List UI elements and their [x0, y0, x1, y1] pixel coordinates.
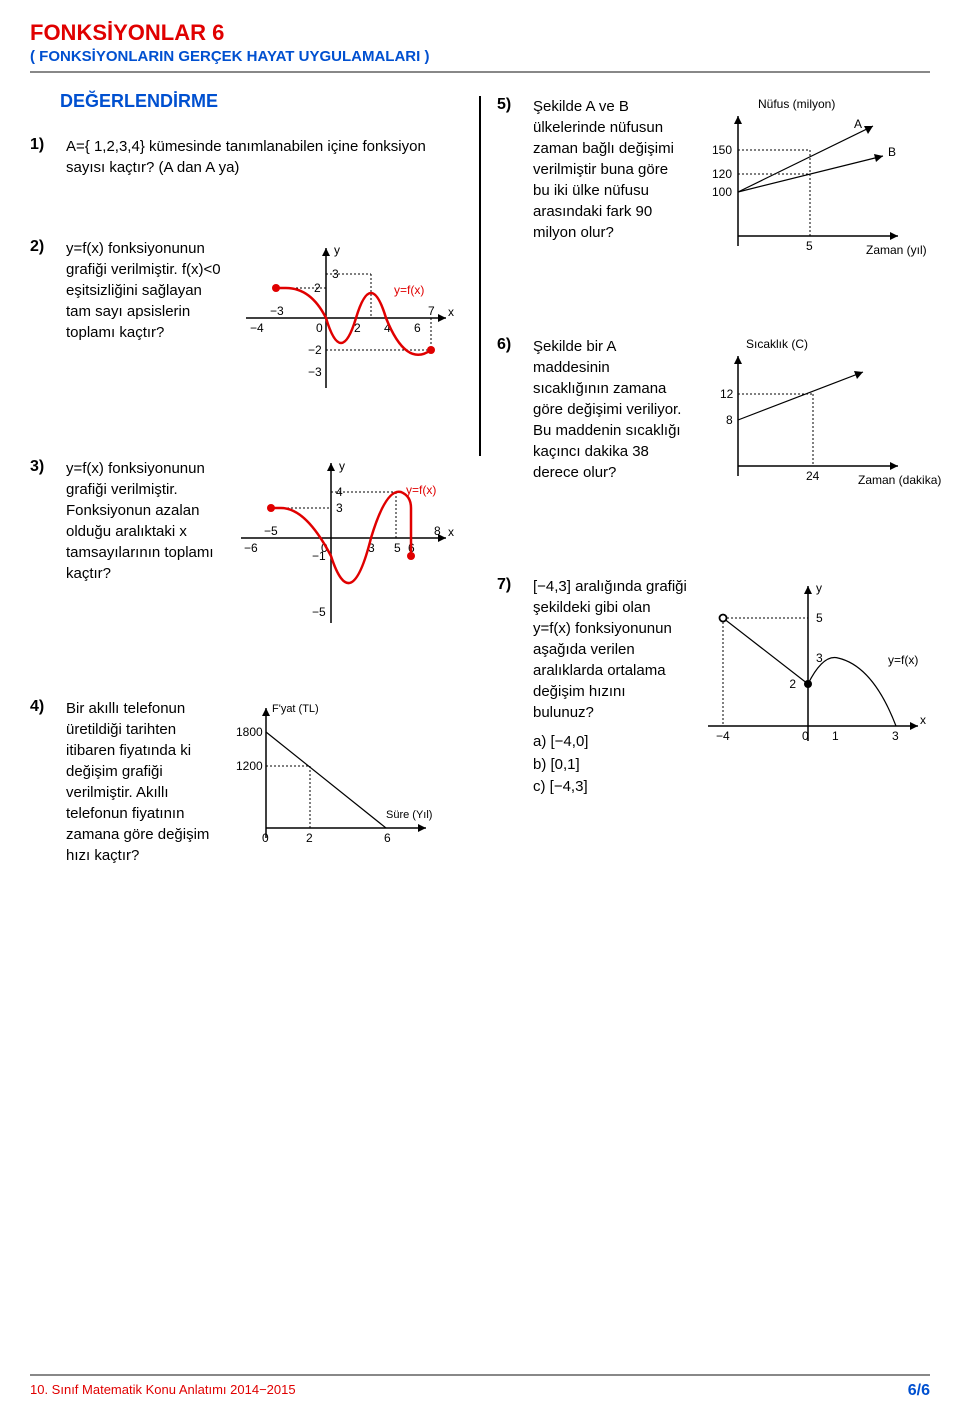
- q5-ytick: 150: [712, 143, 732, 157]
- q6-y-axis-label: Sıcaklık (C): [746, 337, 808, 351]
- q4-xtick: 2: [306, 831, 313, 845]
- q2-xtick: 0: [316, 321, 323, 335]
- q4-xtick: 6: [384, 831, 391, 845]
- q7-ytick: 5: [816, 611, 823, 625]
- q7-sub-b: b) [0,1]: [533, 754, 688, 777]
- q7-xtick: 1: [832, 729, 839, 743]
- q2-xtick: −3: [270, 304, 284, 318]
- q5-y-axis-label: Nüfus (milyon): [758, 97, 835, 111]
- question-7: 7) [−4,3] aralığında grafiği şekildeki g…: [497, 576, 930, 799]
- question-5: 5) Şekilde A ve B ülkelerinde nüfusun za…: [497, 96, 930, 266]
- q2-ytick: −2: [308, 343, 322, 357]
- q6-text: Şekilde bir A maddesinin sıcaklığının za…: [533, 336, 688, 483]
- q3-xtick: 5: [394, 541, 401, 555]
- q7-xtick: 3: [892, 729, 899, 743]
- q3-number: 3): [30, 458, 60, 476]
- q7-fn-label: y=f(x): [888, 653, 918, 667]
- q5-x-axis-label: Zaman (yıl): [866, 243, 927, 257]
- q7-xtick: −4: [716, 729, 730, 743]
- q6-chart: Sıcaklık (C) 12 8 24 Zaman (dakika): [698, 336, 908, 496]
- q6-x-axis-label: Zaman (dakika): [858, 473, 941, 487]
- q4-x-axis-label: Süre (Yıl): [386, 809, 432, 821]
- q3-xtick: −6: [244, 541, 258, 555]
- q3-ytick: 3: [336, 501, 343, 515]
- q2-text: y=f(x) fonksiyonunun grafiği verilmiştir…: [66, 238, 226, 343]
- q2-ytick: −3: [308, 365, 322, 379]
- q2-y-axis-label: y: [334, 243, 340, 257]
- q7-x-axis-label: x: [920, 713, 926, 727]
- q6-ytick: 8: [726, 413, 733, 427]
- q4-y-axis-label: F'yat (TL): [272, 703, 319, 715]
- q5-line-a-label: A: [854, 117, 862, 131]
- q2-xtick: 7: [428, 304, 435, 318]
- q7-sub-a: a) [−4,0]: [533, 731, 688, 754]
- q1-number: 1): [30, 136, 60, 154]
- q4-ytick: 1200: [236, 759, 263, 773]
- q7-chart: y x 5 3 2 −4 0 1 3: [698, 576, 928, 766]
- question-4: 4) Bir akıllı telefonun üretildiği tarih…: [30, 698, 463, 866]
- q2-xtick: 6: [414, 321, 421, 335]
- q4-xtick: 0: [262, 831, 269, 845]
- q5-xtick: 5: [806, 239, 813, 253]
- q7-xtick: 0: [802, 729, 809, 743]
- q7-y-axis-label: y: [816, 581, 822, 595]
- q7-text: [−4,3] aralığında grafiği şekildeki gibi…: [533, 576, 688, 723]
- q2-number: 2): [30, 238, 60, 256]
- q3-ytick: −1: [312, 549, 326, 563]
- q7-ytick: 2: [789, 677, 796, 691]
- divider-line: [30, 71, 930, 73]
- question-6: 6) Şekilde bir A maddesinin sıcaklığının…: [497, 336, 930, 496]
- q3-xtick: −5: [264, 524, 278, 538]
- q2-chart: y x −4 −3 0 2 4 6 7 3 2 −2 −3: [236, 238, 456, 398]
- q6-xtick: 24: [806, 469, 820, 483]
- page-subtitle: ( FONKSİYONLARIN GERÇEK HAYAT UYGULAMALA…: [30, 48, 930, 65]
- q5-number: 5): [497, 96, 527, 114]
- q6-ytick: 12: [720, 387, 734, 401]
- q3-chart: y x −6 −5 0 3 5 6 8 4 3 −1 −5: [236, 458, 456, 638]
- q7-sub-c: c) [−4,3]: [533, 776, 688, 799]
- q4-number: 4): [30, 698, 60, 716]
- q3-fn-label: y=f(x): [406, 483, 436, 497]
- q4-chart: F'yat (TL) Süre (Yıl) 1800 1200 0 2 6: [236, 698, 436, 858]
- page-number: 6/6: [908, 1382, 930, 1400]
- q5-text: Şekilde A ve B ülkelerinde nüfusun zaman…: [533, 96, 688, 243]
- q2-x-axis-label: x: [448, 305, 454, 319]
- q3-y-axis-label: y: [339, 459, 345, 473]
- question-1: 1) A={ 1,2,3,4} kümesinde tanımlanabilen…: [30, 136, 463, 178]
- q5-chart: Nüfus (milyon) 150 120 100 5 Zaman (yıl): [698, 96, 908, 266]
- question-2: 2) y=f(x) fonksiyonunun grafiği verilmiş…: [30, 238, 463, 398]
- footer-text: 10. Sınıf Matematik Konu Anlatımı 2014−2…: [30, 1382, 296, 1400]
- q4-text: Bir akıllı telefonun üretildiği tarihten…: [66, 698, 226, 866]
- q3-x-axis-label: x: [448, 525, 454, 539]
- page-title: FONKSİYONLAR 6: [30, 20, 930, 46]
- q6-number: 6): [497, 336, 527, 354]
- q5-ytick: 100: [712, 185, 732, 199]
- q4-ytick: 1800: [236, 725, 263, 739]
- q3-xtick: 8: [434, 524, 441, 538]
- q2-xtick: −4: [250, 321, 264, 335]
- q1-text: A={ 1,2,3,4} kümesinde tanımlanabilen iç…: [66, 136, 463, 178]
- q3-text: y=f(x) fonksiyonunun grafiği verilmiştir…: [66, 458, 226, 584]
- q5-ytick: 120: [712, 167, 732, 181]
- q2-fn-label: y=f(x): [394, 283, 424, 297]
- q3-ytick: −5: [312, 605, 326, 619]
- q7-number: 7): [497, 576, 527, 594]
- question-3: 3) y=f(x) fonksiyonunun grafiği verilmiş…: [30, 458, 463, 638]
- page-footer: 10. Sınıf Matematik Konu Anlatımı 2014−2…: [30, 1374, 930, 1400]
- q5-line-b-label: B: [888, 145, 896, 159]
